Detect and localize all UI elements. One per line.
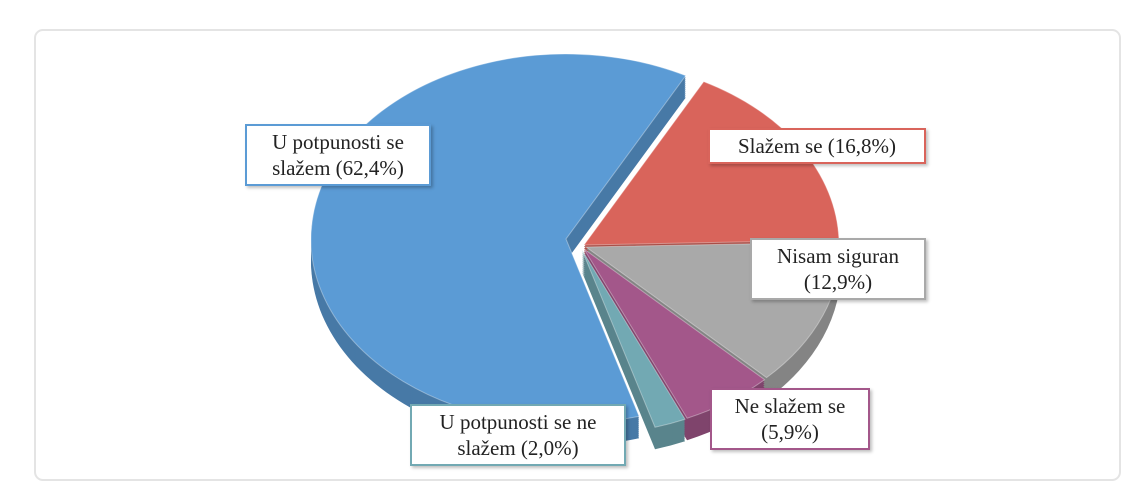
- value-label: (5,9%): [761, 420, 819, 444]
- slice-label: Slažem se (16,8%): [708, 128, 926, 164]
- category-label: Nisam siguran: [777, 244, 899, 268]
- value-label: (62,4%): [335, 156, 404, 180]
- value-label: (16,8%): [827, 134, 897, 158]
- slice: [581, 249, 686, 428]
- slice-label: Ne slažem se (5,9%): [710, 388, 870, 450]
- slice-label: U potpunosti se ne slažem (2,0%): [410, 404, 626, 466]
- value-label: (2,0%): [520, 436, 579, 460]
- category-label: Slažem se: [737, 134, 823, 158]
- slice-label: U potpunosti se slažem (62,4%): [245, 124, 431, 186]
- category-label: Ne slažem se: [734, 394, 846, 418]
- category-label: U potpunosti se slažem: [272, 130, 404, 180]
- value-label: (12,9%): [803, 270, 873, 294]
- slice-label: Nisam siguran (12,9%): [750, 238, 926, 300]
- category-label: U potpunosti se ne slažem: [439, 410, 597, 460]
